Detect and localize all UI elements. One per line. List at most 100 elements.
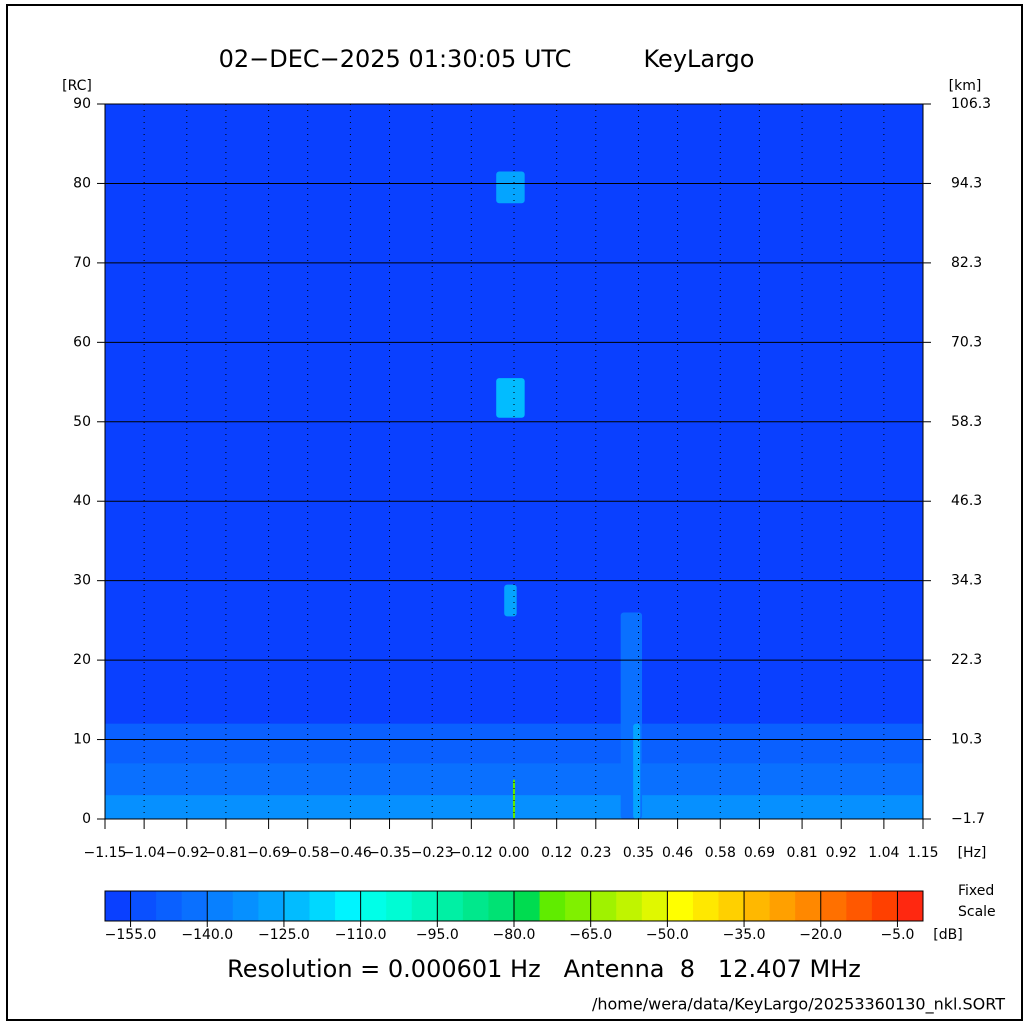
x-tick-label: −0.69 [247, 845, 290, 861]
x-tick-label: −0.23 [411, 845, 454, 861]
colorbar-tick-label: −65.0 [569, 927, 612, 943]
x-tick-label: 0.12 [541, 845, 572, 861]
y-tick-label: 70 [73, 255, 91, 271]
x-tick-label: 0.46 [662, 845, 693, 861]
colorbar-segment [846, 891, 873, 921]
colorbar-segment [692, 891, 719, 921]
x-tick-label: 0.92 [826, 845, 857, 861]
heatmap-cell [512, 779, 516, 819]
colorbar-segment [897, 891, 924, 921]
colorbar-segment [309, 891, 336, 921]
colorbar-segment [386, 891, 413, 921]
colorbar-segment [130, 891, 157, 921]
y2-tick-label: −1.7 [951, 811, 985, 827]
colorbar-segment [437, 891, 464, 921]
y2-tick-label: 82.3 [951, 255, 982, 271]
station-name: KeyLargo [644, 45, 755, 73]
colorbar-tick-label: −80.0 [493, 927, 536, 943]
x-tick-label: −0.92 [165, 845, 208, 861]
y-tick-label: 80 [73, 175, 91, 191]
colorbar-tick-label: −125.0 [258, 927, 310, 943]
y2-tick-label: 34.3 [951, 573, 982, 589]
x-tick-label: 0.35 [623, 845, 654, 861]
y2-tick-label: 58.3 [951, 414, 982, 430]
colorbar-segment [616, 891, 643, 921]
heatmap-cell [633, 723, 641, 819]
y-tick-label: 0 [82, 811, 91, 827]
y2-axis-label: [km] [949, 78, 982, 94]
colorbar-segment [769, 891, 796, 921]
colorbar-segment [462, 891, 489, 921]
colorbar-segment [820, 891, 847, 921]
y2-tick-label: 46.3 [951, 493, 982, 509]
colorbar-note: Scale [958, 904, 996, 920]
colorbar-unit: [dB] [933, 927, 962, 943]
colorbar-segment [105, 891, 132, 921]
colorbar-tick-label: −35.0 [723, 927, 766, 943]
colorbar-tick-label: −20.0 [799, 927, 842, 943]
colorbar-segment [156, 891, 183, 921]
y-tick-label: 50 [73, 414, 91, 430]
x-tick-label: −1.15 [84, 845, 127, 861]
colorbar-segment [360, 891, 387, 921]
x-tick-label: −1.04 [123, 845, 166, 861]
colorbar-segment [871, 891, 898, 921]
footer-text: Resolution = 0.000601 Hz Antenna 8 12.40… [227, 955, 861, 983]
x-tick-label: 0.69 [744, 845, 775, 861]
x-tick-label: −0.12 [450, 845, 493, 861]
colorbar-tick-label: −50.0 [646, 927, 689, 943]
plot-border [104, 103, 924, 820]
colorbar-segment [258, 891, 285, 921]
x-axis-label: [Hz] [958, 845, 987, 861]
colorbar-segment [590, 891, 617, 921]
colorbar-tick-label: −5.0 [880, 927, 914, 943]
colorbar-segment [411, 891, 438, 921]
y2-tick-label: 106.3 [951, 96, 991, 112]
heatmap-background [105, 104, 923, 819]
y-tick-label: 10 [73, 732, 91, 748]
colorbar-segment [539, 891, 566, 921]
colorbar-segment [514, 891, 541, 921]
x-tick-label: −0.58 [286, 845, 329, 861]
colorbar-segment [207, 891, 234, 921]
y-tick-label: 30 [73, 573, 91, 589]
y-tick-label: 90 [73, 96, 91, 112]
x-tick-label: 1.15 [907, 845, 938, 861]
colorbar-segment [718, 891, 745, 921]
colorbar-segment [641, 891, 668, 921]
y2-tick-label: 10.3 [951, 732, 982, 748]
colorbar-tick-label: −110.0 [335, 927, 387, 943]
x-tick-label: 0.58 [705, 845, 736, 861]
x-tick-label: −0.46 [329, 845, 372, 861]
chart-title: 02−DEC−2025 01:30:05 UTC [219, 45, 572, 73]
y-tick-label: 60 [73, 334, 91, 350]
x-tick-label: 0.00 [498, 845, 529, 861]
y2-tick-label: 22.3 [951, 652, 982, 668]
heatmap-cell [496, 378, 525, 418]
colorbar-segment [232, 891, 259, 921]
colorbar-tick-label: −95.0 [416, 927, 459, 943]
colorbar-segment [335, 891, 362, 921]
y2-tick-label: 70.3 [951, 334, 982, 350]
colorbar-segment [488, 891, 515, 921]
y-axis-label: [RC] [62, 78, 92, 94]
colorbar-segment [667, 891, 694, 921]
heatmap-cell [504, 584, 517, 617]
colorbar-tick-label: −155.0 [105, 927, 157, 943]
file-path: /home/wera/data/KeyLargo/20253360130_nkl… [592, 995, 1005, 1015]
colorbar-segment [795, 891, 822, 921]
y-tick-label: 20 [73, 652, 91, 668]
y2-tick-label: 94.3 [951, 175, 982, 191]
colorbar-tick-label: −140.0 [181, 927, 233, 943]
x-tick-label: −0.35 [368, 845, 411, 861]
x-tick-label: 0.23 [580, 845, 611, 861]
colorbar-segment [565, 891, 592, 921]
x-tick-label: −0.81 [204, 845, 247, 861]
colorbar-segment [283, 891, 310, 921]
heatmap-cell [496, 171, 525, 204]
colorbar-segment [181, 891, 208, 921]
colorbar-note: Fixed [958, 883, 994, 899]
x-tick-label: 0.81 [786, 845, 817, 861]
colorbar-segment [744, 891, 771, 921]
